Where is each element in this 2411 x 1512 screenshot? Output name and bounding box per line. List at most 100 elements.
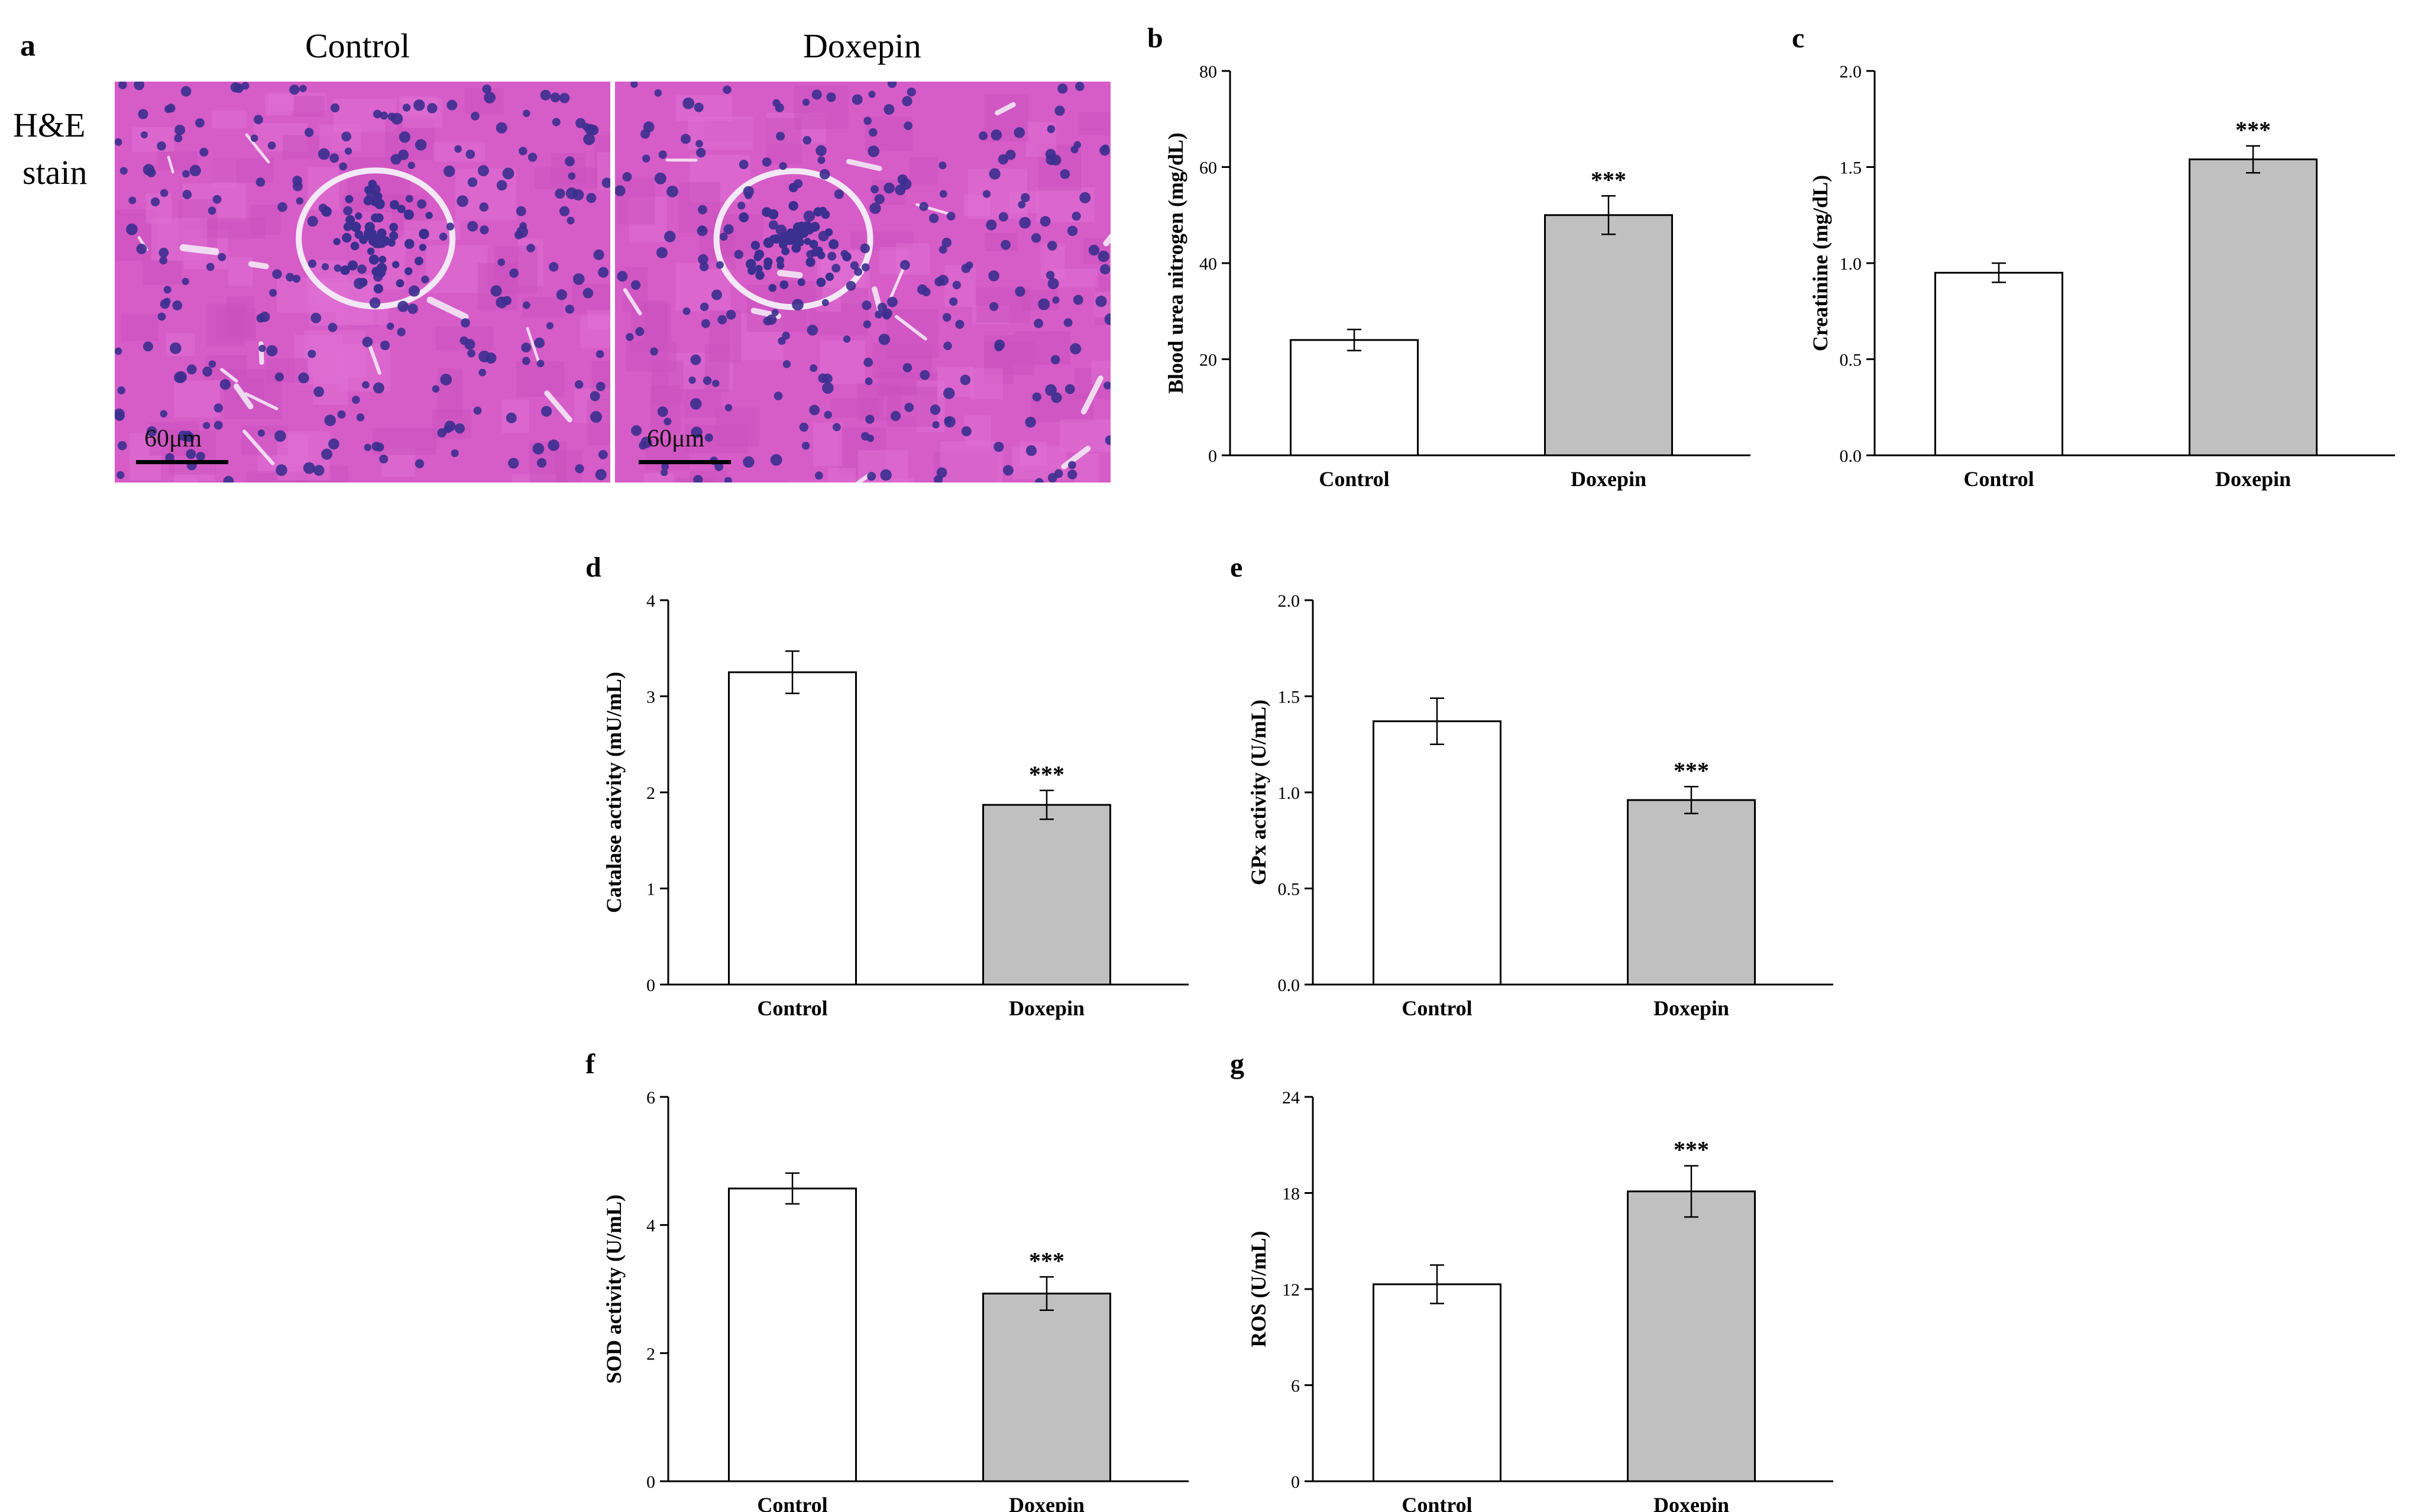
glomerular-nucleus (404, 267, 413, 276)
cell-nucleus (565, 156, 575, 167)
x-tick-label: Doxepin (2215, 467, 2291, 491)
cell-nucleus (258, 345, 266, 352)
cell-nucleus (869, 128, 878, 137)
chart-d: d 0 1 2 3 4 Catalase activity (mU/mL) Control **… (585, 552, 1189, 1020)
cell-nucleus (550, 92, 561, 103)
cell-nucleus (532, 443, 545, 455)
glomerular-nucleus (387, 238, 396, 247)
cell-nucleus (575, 464, 584, 474)
cell-nucleus (654, 89, 662, 97)
cell-nucleus (863, 357, 873, 367)
x-tick-label: Control (1402, 996, 1472, 1020)
cell-nucleus (1031, 233, 1041, 243)
cell-nucleus (274, 430, 286, 442)
y-axis-label: Creatinine (mg/dL) (1808, 175, 1832, 351)
cell-nucleus (1095, 296, 1107, 307)
cell-nucleus (869, 202, 881, 214)
glomerular-nucleus (345, 215, 355, 225)
cell-nucleus (151, 197, 160, 207)
cell-nucleus (313, 386, 325, 397)
cell-nucleus (1051, 392, 1062, 403)
bar-doxepin (1544, 214, 1673, 456)
cell-nucleus (944, 416, 952, 425)
cell-nucleus (307, 216, 318, 227)
error-bar-doxepin (1040, 1276, 1054, 1311)
cell-nucleus (895, 184, 906, 196)
tissue-patch (969, 368, 1003, 400)
scale-bar-label-doxepin: 60μm (647, 425, 705, 452)
cell-nucleus (138, 109, 148, 119)
tissue-patch (572, 284, 610, 314)
cell-nucleus (182, 170, 190, 178)
cell-nucleus (582, 122, 590, 131)
cell-nucleus (160, 189, 169, 198)
cell-nucleus (938, 245, 947, 254)
cell-nucleus (534, 337, 545, 348)
y-tick-label: 0 (646, 1472, 655, 1492)
cell-nucleus (118, 441, 127, 451)
y-axis-label: ROS (U/mL) (1247, 1231, 1270, 1348)
cell-nucleus (160, 410, 168, 418)
cell-nucleus (745, 192, 752, 199)
y-tick-label: 1.0 (1840, 254, 1862, 274)
cell-nucleus (1014, 127, 1025, 138)
cell-nucleus (352, 396, 360, 404)
x-tick-label: Doxepin (1009, 1493, 1085, 1512)
cell-nucleus (852, 94, 863, 105)
tubule-lumen (544, 390, 572, 423)
x-tick-label: Control (757, 1493, 827, 1512)
cell-nucleus (1079, 192, 1091, 203)
cell-nucleus (522, 301, 530, 309)
cell-nucleus (522, 357, 530, 365)
bar-doxepin (982, 804, 1111, 986)
cell-nucleus (822, 382, 834, 394)
cell-nucleus (159, 256, 168, 265)
bar-control (1373, 1283, 1501, 1482)
tissue-patch (121, 314, 158, 341)
cell-nucleus (298, 372, 309, 384)
tubule-lumen (995, 102, 1016, 116)
cell-nucleus (818, 231, 829, 242)
cell-nucleus (937, 274, 949, 286)
cell-nucleus (643, 121, 655, 133)
cell-nucleus (572, 273, 585, 285)
cell-nucleus (519, 147, 527, 156)
tissue-patch (963, 195, 991, 217)
cell-nucleus (467, 221, 478, 232)
y-tick-label: 6 (646, 1088, 655, 1108)
cell-nucleus (657, 406, 668, 417)
glomerular-nucleus (776, 261, 785, 270)
cell-nucleus (269, 289, 277, 297)
cell-nucleus (782, 360, 791, 368)
glomerular-nucleus (419, 228, 429, 239)
bar-control (728, 1187, 857, 1482)
chart-e: e 0.0 0.5 1.0 1.5 2.0 GPx activity (U/mL) Contr… (1230, 552, 1833, 1020)
cell-nucleus (664, 417, 672, 426)
cell-nucleus (496, 180, 507, 191)
cell-nucleus (1099, 145, 1110, 156)
cell-nucleus (810, 364, 818, 373)
cell-nucleus (497, 258, 506, 266)
glomerular-nucleus (377, 228, 387, 238)
cell-nucleus (147, 426, 157, 437)
cell-nucleus (827, 251, 837, 261)
y-tick-label: 1.0 (1278, 783, 1300, 803)
cell-nucleus (834, 189, 844, 199)
cell-nucleus (219, 379, 231, 390)
cell-nucleus (1047, 278, 1059, 290)
cell-nucleus (865, 415, 875, 424)
cell-nucleus (508, 458, 519, 469)
tissue-patch (211, 110, 247, 129)
cell-nucleus (126, 224, 138, 235)
tubule-lumen (889, 264, 907, 300)
glomerular-nucleus (768, 284, 777, 292)
x-tick-label: Control (1402, 1493, 1472, 1512)
bar-doxepin (982, 1293, 1111, 1482)
glomerular-nucleus (419, 244, 426, 251)
glomerular-nucleus (821, 210, 830, 219)
glomerular-nucleus (788, 200, 798, 211)
cell-nucleus (642, 154, 651, 163)
panel-letter-c: c (1792, 22, 1804, 54)
y-tick-label: 2.0 (1278, 591, 1300, 611)
cell-nucleus (734, 250, 743, 260)
